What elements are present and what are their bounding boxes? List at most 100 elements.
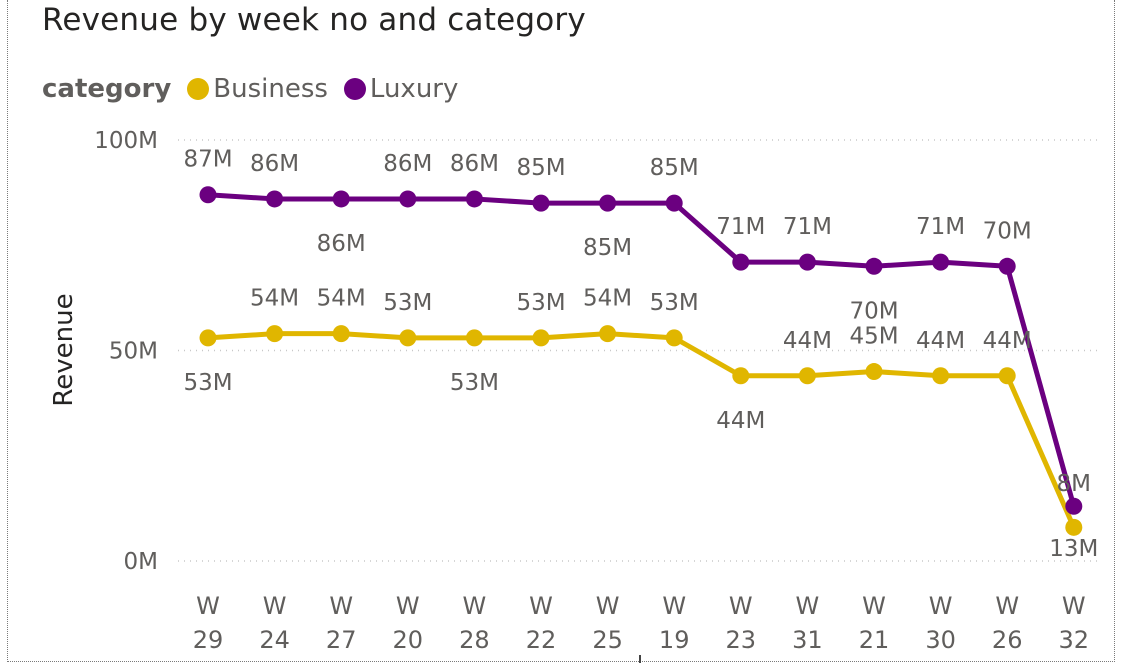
data-point-business bbox=[998, 367, 1016, 385]
legend-label-luxury: Luxury bbox=[369, 74, 459, 104]
chart-frame bbox=[7, 0, 1115, 662]
data-label: 8M bbox=[1057, 471, 1091, 497]
data-label: 71M bbox=[783, 214, 832, 240]
data-point-luxury bbox=[399, 190, 417, 208]
data-point-business bbox=[399, 329, 417, 347]
x-tick-label: 24 bbox=[259, 626, 290, 654]
data-point-business bbox=[532, 329, 550, 347]
data-point-luxury bbox=[599, 194, 617, 212]
legend-swatch-business bbox=[187, 78, 210, 100]
data-point-luxury bbox=[665, 194, 683, 212]
data-label: 85M bbox=[516, 155, 565, 181]
data-label: 87M bbox=[183, 147, 232, 173]
data-point-luxury bbox=[865, 257, 883, 275]
x-tick-label: 21 bbox=[859, 626, 890, 654]
data-label: 53M bbox=[516, 290, 565, 316]
data-label: 85M bbox=[583, 235, 632, 261]
data-label: 53M bbox=[183, 370, 232, 396]
series-line-luxury bbox=[207, 192, 1077, 507]
data-point-business bbox=[798, 367, 816, 385]
legend-swatch-luxury bbox=[343, 78, 366, 100]
legend[interactable]: category Business Luxury bbox=[42, 72, 474, 106]
data-label: 54M bbox=[583, 286, 632, 312]
x-tick-label: W bbox=[329, 592, 353, 620]
data-point-business bbox=[1065, 518, 1083, 536]
x-tick-label: W bbox=[596, 592, 620, 620]
data-label: 53M bbox=[650, 290, 699, 316]
x-tick-label: 25 bbox=[592, 626, 623, 654]
resize-handle[interactable] bbox=[639, 655, 645, 663]
y-tick-label: 0M bbox=[124, 549, 158, 575]
data-point-business bbox=[865, 363, 883, 381]
y-axis-label: Revenue bbox=[49, 293, 79, 406]
data-label: 86M bbox=[383, 151, 432, 177]
data-point-luxury bbox=[1065, 497, 1083, 515]
x-tick-label: 29 bbox=[193, 626, 224, 654]
x-tick-label: W bbox=[263, 592, 287, 620]
data-label: 70M bbox=[983, 218, 1032, 244]
data-label: 54M bbox=[317, 286, 366, 312]
data-label: 86M bbox=[250, 151, 299, 177]
x-tick-label: 22 bbox=[526, 626, 557, 654]
x-tick-label: 23 bbox=[726, 626, 757, 654]
x-tick-label: W bbox=[463, 592, 487, 620]
data-point-luxury bbox=[732, 253, 750, 271]
data-label: 44M bbox=[983, 328, 1032, 354]
data-label: 54M bbox=[250, 286, 299, 312]
legend-item-business[interactable]: Business bbox=[187, 74, 328, 104]
chart-title: Revenue by week no and category bbox=[42, 2, 586, 38]
data-label: 45M bbox=[849, 324, 898, 350]
data-label: 44M bbox=[916, 328, 965, 354]
x-tick-label: 32 bbox=[1059, 626, 1090, 654]
data-point-luxury bbox=[532, 194, 550, 212]
x-tick-label: 27 bbox=[326, 626, 357, 654]
y-tick-label: 50M bbox=[109, 339, 158, 365]
data-label: 70M bbox=[849, 298, 898, 324]
data-point-business bbox=[732, 367, 750, 385]
y-tick-label: 100M bbox=[94, 128, 158, 154]
data-point-luxury bbox=[932, 253, 950, 271]
data-point-business bbox=[599, 325, 617, 343]
x-tick-label: 28 bbox=[459, 626, 490, 654]
x-tick-label: W bbox=[796, 592, 820, 620]
x-tick-label: 30 bbox=[925, 626, 956, 654]
data-label: 53M bbox=[450, 370, 499, 396]
data-point-luxury bbox=[798, 253, 816, 271]
data-label: 44M bbox=[783, 328, 832, 354]
legend-label-business: Business bbox=[213, 74, 328, 104]
x-tick-label: W bbox=[729, 592, 753, 620]
legend-title: category bbox=[42, 74, 172, 104]
data-label: 44M bbox=[716, 408, 765, 434]
data-point-business bbox=[932, 367, 950, 385]
data-label: 86M bbox=[317, 231, 366, 257]
data-point-business bbox=[199, 329, 217, 347]
x-tick-label: W bbox=[196, 592, 220, 620]
x-tick-label: W bbox=[929, 592, 953, 620]
x-tick-label: 20 bbox=[393, 626, 424, 654]
x-tick-label: W bbox=[396, 592, 420, 620]
x-tick-label: W bbox=[862, 592, 886, 620]
data-point-luxury bbox=[465, 190, 483, 208]
data-point-luxury bbox=[266, 190, 284, 208]
x-tick-label: 19 bbox=[659, 626, 690, 654]
data-point-luxury bbox=[199, 186, 217, 204]
x-tick-label: W bbox=[1062, 592, 1086, 620]
data-point-business bbox=[465, 329, 483, 347]
legend-item-luxury[interactable]: Luxury bbox=[343, 74, 459, 104]
data-point-luxury bbox=[998, 257, 1016, 275]
data-label: 71M bbox=[716, 214, 765, 240]
x-tick-label: W bbox=[529, 592, 553, 620]
x-tick-label: 31 bbox=[792, 626, 823, 654]
data-label: 85M bbox=[650, 155, 699, 181]
data-point-business bbox=[332, 325, 350, 343]
x-tick-label: W bbox=[995, 592, 1019, 620]
data-label: 71M bbox=[916, 214, 965, 240]
data-point-business bbox=[665, 329, 683, 347]
x-tick-label: 26 bbox=[992, 626, 1023, 654]
data-label: 86M bbox=[450, 151, 499, 177]
series-line-business bbox=[207, 331, 1077, 529]
data-point-luxury bbox=[332, 190, 350, 208]
data-label: 13M bbox=[1049, 536, 1098, 562]
data-point-business bbox=[266, 325, 284, 343]
